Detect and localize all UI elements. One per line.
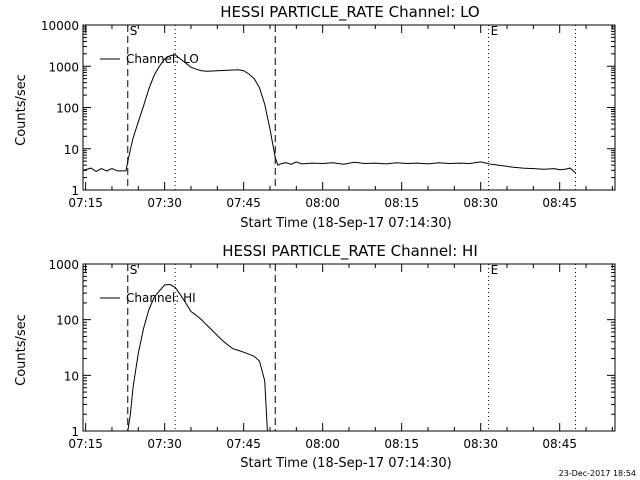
chart-panel-hi: HESSI PARTICLE_RATE Channel: HI Start Ti… [14, 242, 616, 471]
x-tick-label: 08:00 [305, 437, 340, 451]
y-tick-label: 1 [71, 184, 79, 198]
x-tick-label: 08:30 [463, 437, 498, 451]
x-tick-label: 07:15 [68, 196, 103, 210]
x-tick-label: 07:15 [68, 437, 103, 451]
x-tick-label: 07:30 [147, 196, 182, 210]
legend-label: Channel: HI [126, 291, 196, 305]
x-tick-label: 07:45 [226, 437, 261, 451]
plot-frame [82, 24, 616, 191]
event-marker-label: E [491, 263, 499, 277]
x-tick-label: 08:45 [542, 196, 577, 210]
y-tick-label: 10 [64, 369, 79, 383]
y-tick-label: 1 [71, 425, 79, 439]
x-tick-label: 07:45 [226, 196, 261, 210]
plot-frame [82, 263, 616, 432]
y-tick-label: 1000 [48, 60, 79, 74]
x-tick-label: 08:30 [463, 196, 498, 210]
legend-label: Channel: LO [126, 52, 199, 66]
x-tick-label: 08:45 [542, 437, 577, 451]
chart-title: HESSI PARTICLE_RATE Channel: LO [220, 3, 479, 22]
event-marker-label: S [130, 24, 138, 38]
y-axis-label: Counts/sec [14, 314, 29, 386]
x-axis-label: Start Time (18-Sep-17 07:14:30) [240, 216, 451, 231]
series-line [127, 283, 268, 432]
y-tick-label: 10000 [41, 19, 79, 33]
y-tick-label: 100 [56, 102, 79, 116]
x-axis-label: Start Time (18-Sep-17 07:14:30) [240, 456, 451, 471]
x-tick-label: 07:30 [147, 437, 182, 451]
footer-timestamp: 23-Dec-2017 18:54 [559, 469, 636, 478]
x-tick-label: 08:00 [305, 196, 340, 210]
event-marker-label: E [491, 24, 499, 38]
y-tick-label: 10 [64, 143, 79, 157]
event-marker-label: S [130, 263, 138, 277]
chart-panel-lo: HESSI PARTICLE_RATE Channel: LO Start Ti… [14, 3, 616, 231]
y-tick-label: 100 [56, 314, 79, 328]
y-axis-label: Counts/sec [14, 74, 29, 146]
series-line [82, 54, 576, 174]
y-tick-label: 1000 [48, 258, 79, 272]
x-tick-label: 08:15 [384, 437, 419, 451]
chart-title: HESSI PARTICLE_RATE Channel: HI [222, 242, 478, 261]
x-tick-label: 08:15 [384, 196, 419, 210]
